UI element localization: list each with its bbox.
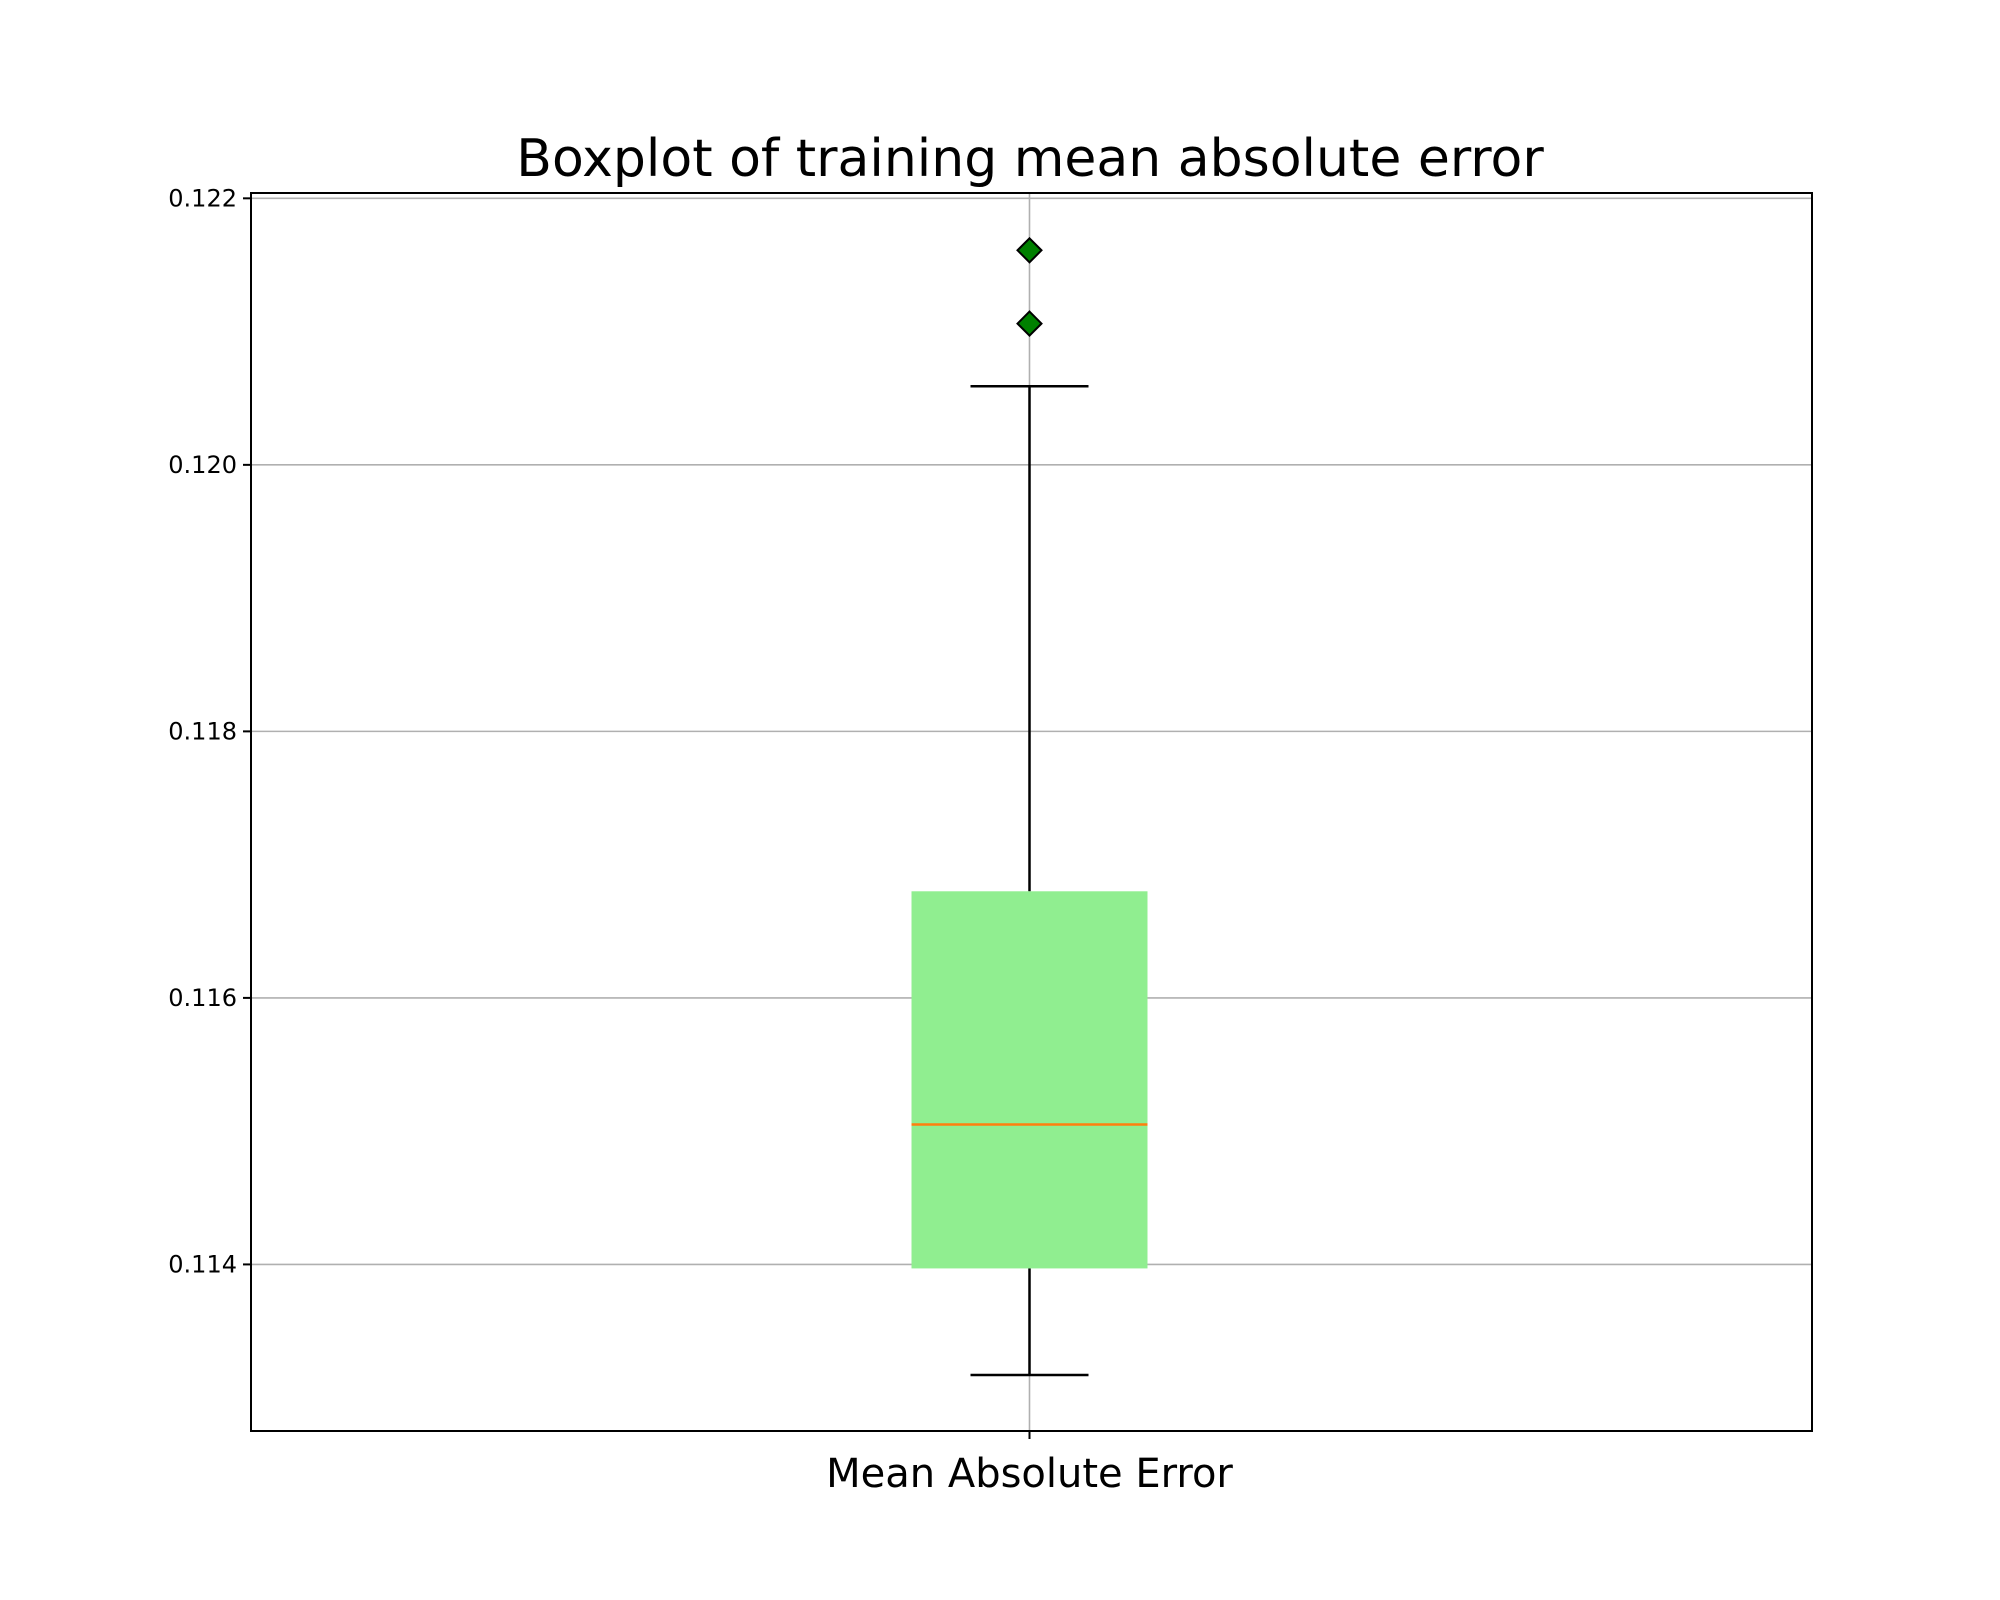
interquartile-box [911, 891, 1148, 1269]
y-tick-label: 0.120 [168, 451, 237, 479]
y-tick-label: 0.116 [168, 984, 237, 1012]
y-tick-label: 0.122 [168, 184, 237, 212]
y-tick-label: 0.114 [168, 1250, 237, 1278]
chart-title: Boxplot of training mean absolute error [516, 129, 1544, 189]
outlier-point [1016, 236, 1043, 264]
x-category-label: Mean Absolute Error [826, 1451, 1233, 1497]
box-layer [911, 236, 1148, 1377]
y-tick-label: 0.118 [168, 717, 237, 745]
outlier-point [1016, 310, 1043, 338]
axis-layer: 0.114 0.116 0.118 0.120 0.122 Mean Absolute E… [168, 184, 1233, 1497]
plot-frame [250, 192, 1813, 1432]
